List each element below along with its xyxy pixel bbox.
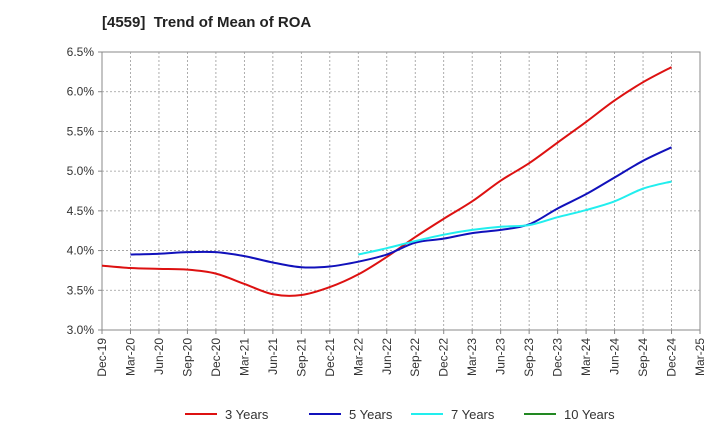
series-line-7-years [358,180,672,256]
legend-label-7-years: 7 Years [451,407,495,422]
series-line-3-years [101,66,672,297]
x-tick-label: Dec-23 [551,338,565,377]
x-tick-label: Sep-23 [522,338,536,377]
x-tick-label: Sep-20 [180,338,194,377]
y-tick-label: 3.0% [67,323,95,337]
series-line-5-years [130,146,672,269]
x-tick-label: Jun-20 [152,338,166,375]
y-tick-label: 6.0% [67,85,95,99]
x-tick-label: Dec-20 [209,338,223,377]
legend-label-10-years: 10 Years [564,407,615,422]
x-tick-label: Mar-24 [579,338,593,376]
legend-label-5-years: 5 Years [349,407,393,422]
x-tick-label: Sep-21 [294,338,308,377]
chart-title: [4559] Trend of Mean of ROA [102,14,312,31]
x-tick-label: Dec-19 [95,338,109,377]
legend-label-3-years: 3 Years [225,407,269,422]
x-tick-label: Dec-21 [323,338,337,377]
x-tick-label: Mar-25 [693,338,707,376]
x-tick-label: Dec-22 [437,338,451,377]
x-tick-label: Mar-22 [351,338,365,376]
y-tick-label: 4.0% [67,244,95,258]
y-tick-label: 5.0% [67,164,95,178]
x-tick-label: Sep-22 [408,338,422,377]
x-tick-label: Jun-21 [266,338,280,375]
x-tick-label: Jun-24 [608,338,622,375]
y-tick-label: 3.5% [67,283,95,297]
plot-area [101,51,701,331]
y-tick-label: 4.5% [67,204,95,218]
y-tick-label: 5.5% [67,124,95,138]
y-tick-label: 6.5% [67,45,95,59]
x-tick-label: Jun-23 [494,338,508,375]
x-tick-label: Mar-21 [237,338,251,376]
x-tick-label: Dec-24 [665,338,679,377]
x-tick-label: Sep-24 [636,338,650,377]
x-tick-label: Mar-20 [123,338,137,376]
x-tick-label: Mar-23 [465,338,479,376]
x-tick-label: Jun-22 [380,338,394,375]
